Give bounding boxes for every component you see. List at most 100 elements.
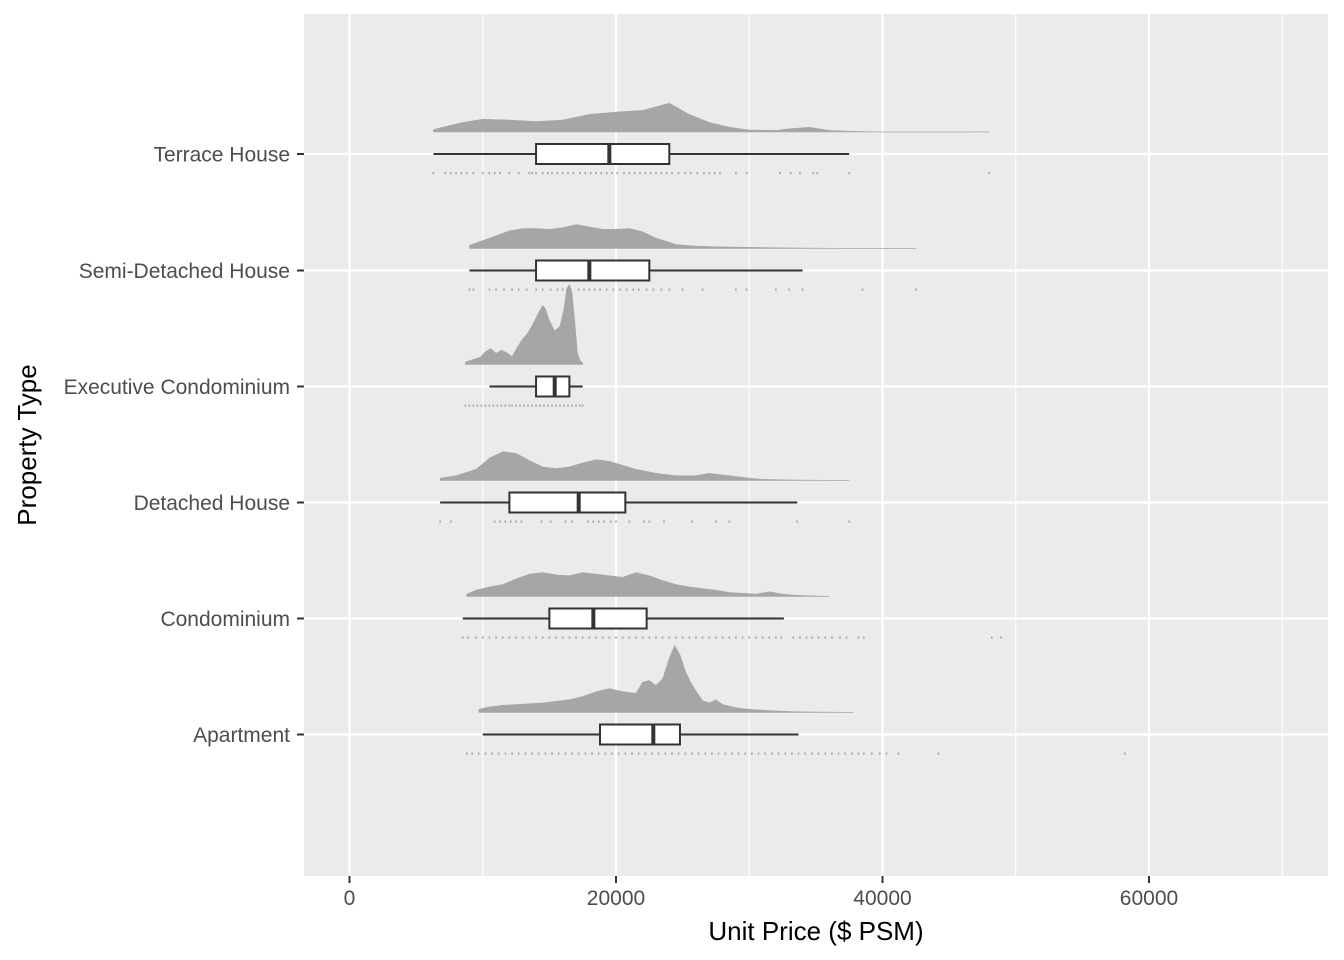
data-point [508,636,511,639]
data-point [528,172,531,175]
data-point [688,636,691,639]
data-point [531,752,533,755]
data-point [488,172,491,175]
data-point [988,172,990,175]
data-point [991,636,993,639]
data-point [755,636,757,639]
data-point [478,752,480,755]
data-point [665,172,668,175]
y-axis: Terrace House Semi-Detached House Executiv… [64,144,304,747]
data-point [715,636,717,639]
y-tick-label: Detached House [134,492,290,515]
data-point [568,636,571,639]
data-point [615,636,617,639]
data-point [579,172,581,175]
data-point [784,752,786,755]
data-point [540,520,543,523]
data-point [535,636,537,639]
data-point [517,288,520,291]
data-point [623,172,625,175]
data-point [464,404,467,407]
data-point [792,636,794,639]
data-point [615,520,617,523]
data-point [611,172,613,175]
data-point [549,520,552,523]
data-point [745,172,748,175]
data-point [521,636,524,639]
data-point [691,520,693,523]
data-point [643,520,645,523]
data-point [567,404,569,407]
data-point [593,288,596,291]
data-point [579,404,581,407]
data-point [641,636,644,639]
data-point [523,404,525,407]
data-point [639,172,641,175]
data-point [695,636,697,639]
data-point [504,752,507,755]
data-point [547,404,549,407]
data-point [628,520,631,523]
data-point [584,752,587,755]
data-point [519,404,521,407]
x-tick-label: 60000 [1120,887,1178,910]
data-point [728,636,731,639]
data-point [624,752,627,755]
density-cloud [433,102,990,133]
data-point [824,636,826,639]
data-point [581,636,584,639]
data-point [637,288,640,291]
data-point [581,404,584,407]
data-point [671,752,673,755]
data-point [708,172,711,175]
density-cloud [478,644,854,713]
data-point [617,752,620,755]
data-point [555,636,557,639]
data-point [597,752,600,755]
data-point [472,288,475,291]
data-point [871,752,873,755]
data-point [515,636,517,639]
data-point [844,752,846,755]
data-point [557,752,560,755]
data-point [571,404,573,407]
y-tick-label: Condominium [160,608,290,631]
y-axis-title: Property Type [12,364,42,525]
data-point [915,288,917,291]
data-point [879,752,881,755]
data-point [535,172,537,175]
data-point [569,288,572,291]
data-point [595,172,597,175]
data-point [655,636,657,639]
data-point [797,752,800,755]
data-point [831,636,833,639]
data-point [635,636,637,639]
y-tick-label: Terrace House [153,144,290,167]
data-point [745,288,748,291]
data-point [681,288,684,291]
data-point [551,404,553,407]
data-point [719,172,721,175]
data-point [548,636,551,639]
data-point [541,172,544,175]
data-point [575,404,577,407]
data-point [466,752,468,755]
data-point [561,288,564,291]
data-point [735,172,737,175]
data-point [611,752,613,755]
data-point [757,752,760,755]
data-point [817,752,820,755]
data-point [515,520,517,523]
data-point [589,172,592,175]
data-point [779,172,781,175]
data-point [551,752,553,755]
data-point [675,636,677,639]
x-tick-label: 0 [344,887,356,910]
data-point [496,404,499,407]
data-point [703,172,705,175]
data-point [644,172,647,175]
data-point [848,520,850,523]
data-point [572,172,575,175]
data-point [571,752,573,755]
data-point [768,636,770,639]
